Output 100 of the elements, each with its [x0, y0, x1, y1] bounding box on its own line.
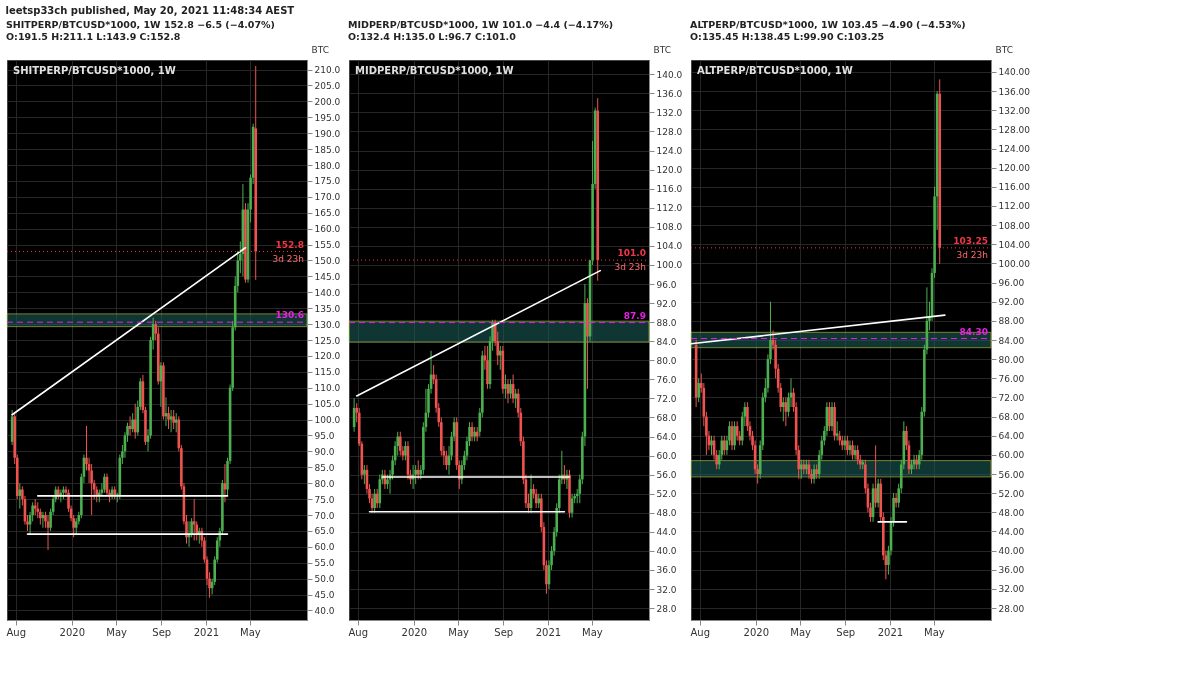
y-tick-label: 60.0 [656, 451, 677, 462]
y-tick-label: 190.0 [314, 128, 341, 139]
y-tick-label: 160.0 [314, 224, 341, 235]
x-tick-label: May [240, 626, 261, 638]
y-tick-label: 150.0 [314, 255, 341, 266]
x-tick-label: Sep [494, 626, 514, 638]
y-tick-label: 88.00 [998, 316, 1025, 327]
candlestick [504, 374, 507, 399]
y-tick-label: 165.0 [314, 208, 341, 219]
y-tick-label: 140.0 [314, 287, 341, 298]
text: MIDPERP/BTCUSD*1000, 1W [355, 65, 514, 76]
y-tick-label: 140.00 [998, 67, 1031, 78]
y-tick-label: 132.0 [656, 107, 683, 118]
y-tick-label: 64.00 [998, 431, 1025, 442]
y-tick-label: 112.0 [656, 203, 683, 214]
y-tick-label: 108.00 [998, 220, 1031, 231]
x-tick-label: Aug [6, 626, 27, 638]
x-tick-label: Sep [152, 626, 172, 638]
y-tick-label: 56.0 [656, 470, 677, 481]
y-tick-label: 84.00 [998, 335, 1025, 346]
y-tick-label: 32.00 [998, 584, 1025, 595]
candlestick [723, 435, 726, 456]
x-tick-label: 2021 [193, 626, 220, 638]
y-tick-label: 155.0 [314, 240, 341, 251]
candlestick [856, 444, 859, 465]
y-tick-label: 132.00 [998, 105, 1031, 116]
y-tick-label: 36.00 [998, 565, 1025, 576]
y-tick-label: 175.0 [314, 176, 341, 187]
y-tick-label: 64.0 [656, 432, 677, 443]
y-tick-label: 68.00 [998, 412, 1025, 423]
y-tick-label: 84.0 [656, 336, 677, 347]
y-tick-label: 92.00 [998, 297, 1025, 308]
candlestick [697, 377, 700, 403]
annotation: 3d 23h [272, 253, 304, 264]
x-tick-label: Sep [836, 626, 856, 638]
candlestick [509, 378, 512, 399]
y-tick-label: 135.0 [314, 303, 341, 314]
y-tick-label: 130.0 [314, 319, 341, 330]
y-tick-label: 72.0 [656, 393, 677, 404]
candlestick [103, 473, 106, 494]
y-tick-label: 48.0 [656, 508, 677, 519]
y-tick-label: 56.00 [998, 469, 1025, 480]
y-tick-label: 52.00 [998, 488, 1025, 499]
y-tick-label: 104.0 [656, 241, 683, 252]
y-tick-label: 105.0 [314, 399, 341, 410]
chart-title: MIDPERP/BTCUSD*1000, 1W 101.0 −4.4 (−4.17%) O:132.4 H:135.0 L:96.7 C:101.0 [348, 19, 614, 42]
x-tick-label: 2020 [59, 626, 86, 638]
x-tick-label: 2021 [877, 626, 904, 638]
y-tick-label: 120.00 [998, 163, 1031, 174]
candlestick [445, 450, 448, 471]
y-tick-label: 136.0 [656, 88, 683, 99]
candlestick [498, 345, 502, 371]
y-tick-label: 80.0 [314, 478, 335, 489]
y-tick-label: 88.0 [656, 317, 677, 328]
chart-title: SHITPERP/BTCUSD*1000, 1W 152.8 −6.5 (−4.07%) O:191.5 H:211.1 L:143.9 C:152.8 [6, 19, 275, 42]
y-tick-label: 40.0 [314, 605, 335, 616]
y-tick-label: 210.0 [314, 65, 341, 76]
y-tick-label: 40.00 [998, 546, 1025, 557]
x-tick-label: May [790, 626, 812, 638]
y-tick-label: 185.0 [314, 144, 341, 155]
y-tick-label: 200.0 [314, 96, 341, 107]
y-tick-label: 70.0 [314, 510, 335, 521]
chart-title: ALTPERP/BTCUSD*1000, 1W 103.45 −4.90 (−4.53%) O:135.45 H:138.45 L:99.90 C:103.25 [690, 19, 966, 42]
y-tick-label: 110.0 [314, 383, 341, 394]
y-tick-label: 116.0 [656, 184, 683, 195]
y-tick-label: 65.0 [314, 526, 335, 537]
y-tick-label: 195.0 [314, 112, 341, 123]
candlestick [851, 440, 854, 461]
candlestick [782, 396, 785, 422]
x-tick-label: Aug [348, 626, 369, 638]
y-tick-label: 72.00 [998, 392, 1025, 403]
candlestick [363, 464, 366, 485]
candlestick [514, 388, 517, 409]
ref-line-label: 101.0 [617, 248, 646, 259]
y-tick-label: 28.00 [998, 603, 1025, 614]
annotation: 3d 23h [956, 249, 988, 260]
y-tick-label: 85.0 [314, 462, 335, 473]
y-tick-label: 68.0 [656, 412, 677, 423]
y-tick-label: 76.00 [998, 373, 1025, 384]
y-tick-label: 36.0 [656, 565, 677, 576]
y-tick-label: 76.0 [656, 374, 677, 385]
y-tick-label: 115.0 [314, 367, 341, 378]
x-tick-label: 2020 [743, 626, 770, 638]
y-tick-label: 44.00 [998, 526, 1025, 537]
ref-line-label: 87.9 [623, 310, 646, 321]
y-tick-label: 96.00 [998, 278, 1025, 289]
text: ALTPERP/BTCUSD*1000, 1W [697, 65, 853, 76]
y-axis-title: BTC [995, 44, 1013, 55]
candlestick [167, 406, 170, 430]
y-axis-title: BTC [311, 44, 329, 55]
y-tick-label: 112.00 [998, 201, 1031, 212]
y-tick-label: 124.00 [998, 144, 1031, 155]
y-tick-label: 40.0 [656, 546, 677, 557]
y-tick-label: 28.0 [656, 603, 677, 614]
candlestick [169, 409, 173, 433]
y-tick-label: 32.0 [656, 584, 677, 595]
candlestick [828, 401, 831, 432]
x-tick-label: May [582, 626, 603, 638]
y-tick-label: 128.00 [998, 124, 1031, 135]
y-tick-label: 80.00 [998, 354, 1025, 365]
